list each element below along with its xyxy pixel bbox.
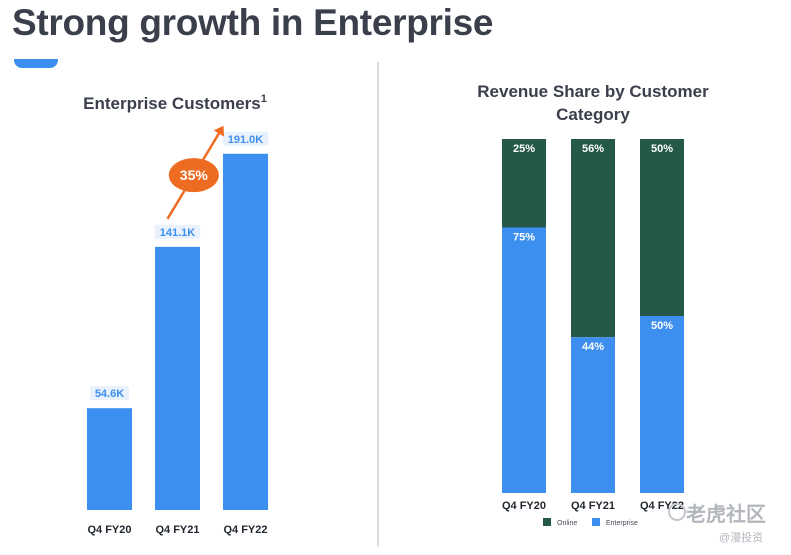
bar-online-q4-fy22 (640, 139, 684, 316)
value-label-bg-q4-fy22 (222, 131, 269, 146)
page-title: Strong growth in Enterprise (12, 2, 494, 43)
legend-swatch-online (543, 518, 551, 526)
enterprise-customers-title-text: Enterprise Customers (83, 94, 261, 113)
data-label-enterprise-q4-fy21: 44% (582, 341, 604, 353)
watermark-logo-icon (668, 503, 686, 521)
footnote-marker: 1 (260, 93, 267, 105)
bar-enterprise-q4-fy20 (502, 227, 546, 493)
bar-q4-fy22 (223, 153, 268, 510)
watermark-text: 老虎社区 (686, 504, 766, 526)
data-label-online-q4-fy20: 25% (513, 143, 535, 155)
enterprise-customers-chart: 54.6K Q4 FY20 141.1K Q4 FY21 191.0K Q4 FY22 35… (87, 125, 269, 536)
data-label-enterprise-q4-fy22: 50% (651, 320, 673, 332)
x-tick-label-q4-fy22: Q4 FY22 (223, 524, 267, 536)
legend-label-online: Online (557, 520, 577, 527)
value-label-bg-q4-fy20 (90, 386, 129, 401)
data-label-online-q4-fy21: 56% (582, 143, 604, 155)
value-label-q4-fy20: 54.6K (95, 388, 124, 400)
bar-online-q4-fy21 (571, 139, 615, 338)
data-label-enterprise-q4-fy20: 75% (513, 232, 535, 244)
legend-swatch-enterprise (592, 518, 600, 526)
growth-badge (168, 158, 219, 193)
watermark-subtext: @漫投资 (719, 532, 764, 544)
value-label-q4-fy22: 191.0K (228, 134, 264, 146)
growth-arrow-head-icon (213, 125, 225, 137)
bar-enterprise-q4-fy21 (571, 337, 615, 493)
x-tick-label-q4-fy20: Q4 FY20 (87, 524, 131, 536)
revenue-share-title: Revenue Share by Customer Category (477, 82, 709, 124)
enterprise-customers-title: Enterprise Customers1 (40, 88, 310, 115)
bar-enterprise-q4-fy22 (640, 316, 684, 493)
x-tick-label-q4-fy20: Q4 FY20 (502, 500, 546, 512)
value-label-q4-fy21: 141.1K (160, 227, 196, 239)
chart-divider (377, 62, 379, 547)
title-accent-bar (14, 59, 58, 68)
legend-label-enterprise: Enterprise (606, 520, 638, 527)
value-label-bg-q4-fy21 (154, 224, 201, 239)
growth-badge-label: 35% (180, 167, 209, 183)
bar-online-q4-fy20 (502, 139, 546, 228)
bar-q4-fy21 (155, 246, 200, 510)
data-label-online-q4-fy22: 50% (651, 143, 673, 155)
x-tick-label-q4-fy21: Q4 FY21 (571, 500, 615, 512)
x-tick-label-q4-fy21: Q4 FY21 (155, 524, 199, 536)
bar-q4-fy20 (87, 408, 132, 510)
